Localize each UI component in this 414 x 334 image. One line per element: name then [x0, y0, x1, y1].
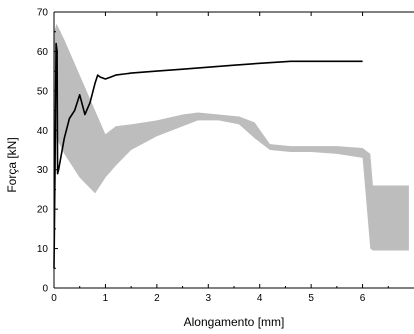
x-tick-label: 6 — [360, 293, 366, 304]
x-tick-label: 5 — [308, 293, 314, 304]
y-tick-label: 30 — [37, 165, 49, 176]
y-tick-label: 40 — [37, 126, 49, 137]
y-tick-label: 0 — [42, 284, 48, 295]
y-tick-label: 60 — [37, 47, 49, 58]
y-tick-label: 20 — [37, 205, 49, 216]
x-tick-label: 3 — [206, 293, 212, 304]
band-layer — [54, 23, 409, 251]
x-tick-label: 1 — [103, 293, 109, 304]
y-axis-label: Força [kN] — [5, 137, 19, 192]
grey-band-area — [54, 23, 409, 251]
y-tick-label: 70 — [37, 8, 49, 19]
series-layer — [53, 42, 363, 269]
y-tick-label: 10 — [37, 244, 49, 255]
x-axis-label: Alongamento [mm] — [184, 315, 285, 329]
x-tick-label: 0 — [51, 293, 57, 304]
y-tick-label: 50 — [37, 86, 49, 97]
series-line-0 — [53, 42, 363, 269]
x-tick-label: 4 — [257, 293, 263, 304]
x-tick-label: 2 — [154, 293, 160, 304]
